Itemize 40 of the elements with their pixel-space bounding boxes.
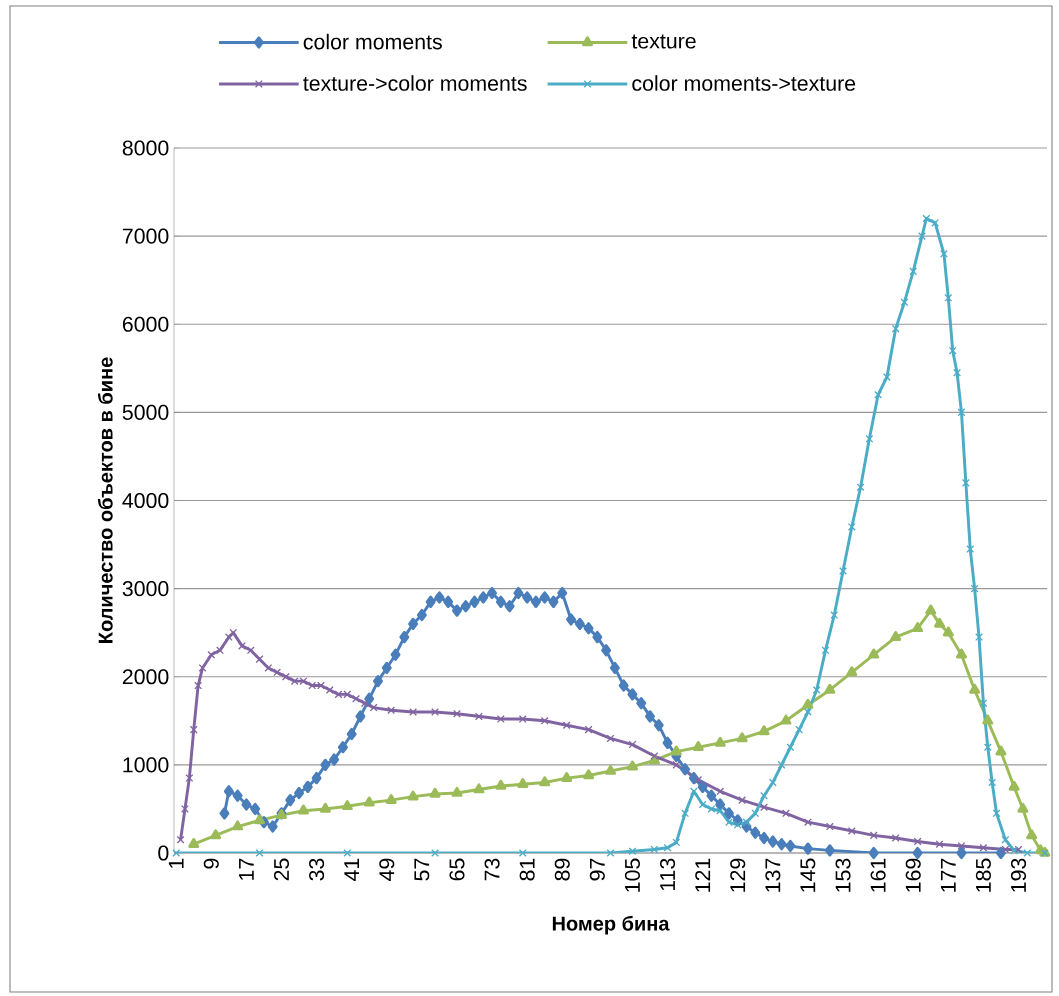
x-tick-label: 121: [695, 858, 711, 892]
y-tick-label: 3000: [122, 581, 169, 597]
x-tick-label: 113: [659, 858, 676, 891]
x-tick-label: 129: [730, 858, 746, 892]
legend-label: color moments: [303, 33, 442, 50]
x-tick-label: 33: [309, 858, 325, 881]
y-tick-label: 0: [158, 845, 169, 861]
x-tick-label: 17: [239, 858, 254, 880]
y-axis-title: Количество объектов в бине: [97, 357, 113, 643]
y-tick-label: 5000: [122, 404, 169, 420]
x-tick-label: 81: [519, 858, 535, 881]
x-tick-label: 185: [975, 858, 991, 892]
y-tick-label: 2000: [122, 669, 169, 685]
x-tick-label: 105: [624, 858, 640, 892]
x-tick-label: 193: [1010, 858, 1027, 892]
x-tick-label: 145: [800, 858, 816, 892]
x-tick-label: 41: [344, 858, 360, 881]
x-tick-label: 137: [765, 858, 781, 892]
x-tick-label: 1: [168, 858, 184, 868]
y-tick-label: 6000: [122, 316, 169, 332]
x-tick-label: 161: [870, 858, 886, 892]
x-tick-label: 73: [484, 858, 500, 881]
x-tick-label: 9: [203, 858, 219, 869]
y-tick-label: 7000: [122, 228, 169, 244]
y-tick-label: 8000: [122, 140, 169, 156]
x-tick-label: 177: [940, 858, 956, 892]
y-tick-label: 4000: [122, 492, 169, 509]
y-tick-label: 1000: [123, 757, 169, 773]
x-tick-label: 169: [905, 858, 921, 892]
legend-label: texture->color moments: [303, 75, 527, 91]
x-tick-label: 65: [449, 858, 465, 881]
x-tick-label: 89: [554, 858, 570, 881]
legend-label: color moments->texture: [632, 75, 856, 91]
legend-label: texture: [631, 34, 696, 49]
x-tick-label: 49: [379, 858, 395, 881]
x-axis-title: Номер бина: [552, 915, 670, 935]
x-tick-label: 57: [414, 858, 430, 881]
x-tick-label: 97: [589, 858, 605, 881]
x-tick-label: 25: [273, 858, 290, 881]
x-tick-label: 153: [835, 858, 851, 892]
